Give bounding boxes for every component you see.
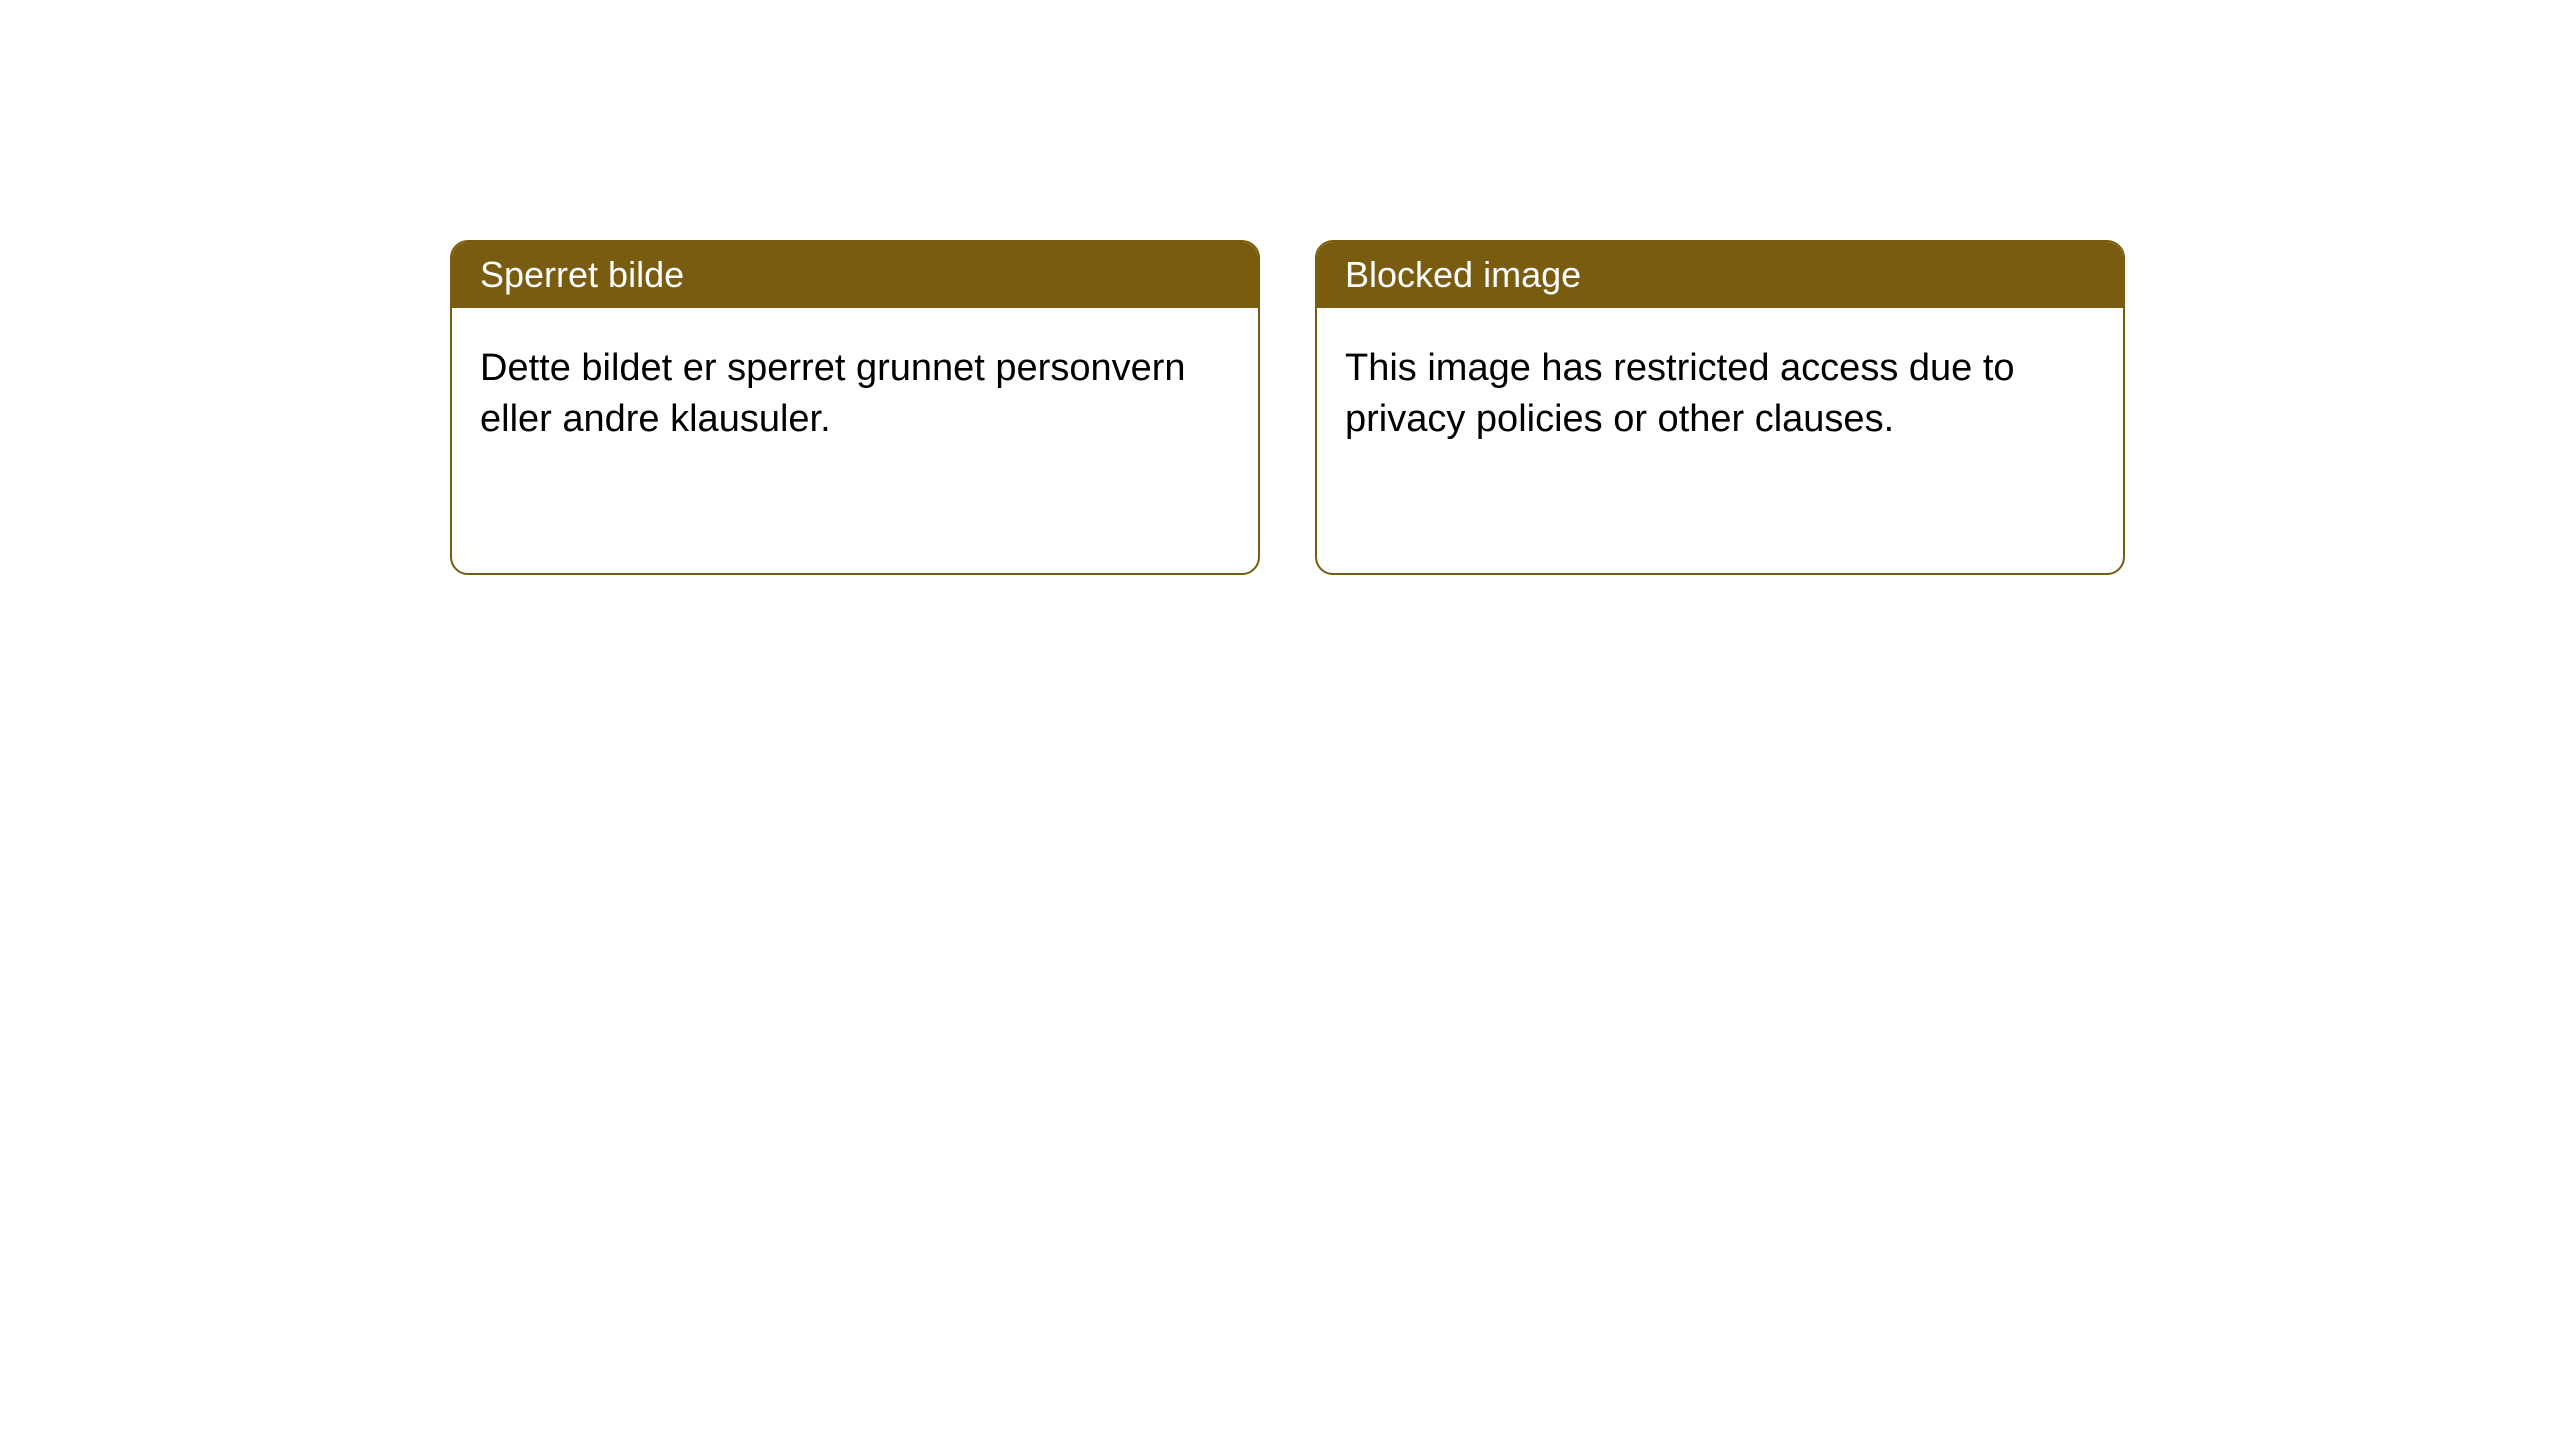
notice-body-english: This image has restricted access due to … xyxy=(1317,308,2123,481)
notice-title-norwegian: Sperret bilde xyxy=(480,254,684,295)
notice-container: Sperret bilde Dette bildet er sperret gr… xyxy=(450,240,2125,575)
notice-title-english: Blocked image xyxy=(1345,254,1581,295)
notice-text-english: This image has restricted access due to … xyxy=(1345,347,2015,440)
notice-header-norwegian: Sperret bilde xyxy=(452,242,1258,308)
notice-body-norwegian: Dette bildet er sperret grunnet personve… xyxy=(452,308,1258,481)
notice-text-norwegian: Dette bildet er sperret grunnet personve… xyxy=(480,347,1186,440)
notice-card-english: Blocked image This image has restricted … xyxy=(1315,240,2125,575)
notice-header-english: Blocked image xyxy=(1317,242,2123,308)
notice-card-norwegian: Sperret bilde Dette bildet er sperret gr… xyxy=(450,240,1260,575)
